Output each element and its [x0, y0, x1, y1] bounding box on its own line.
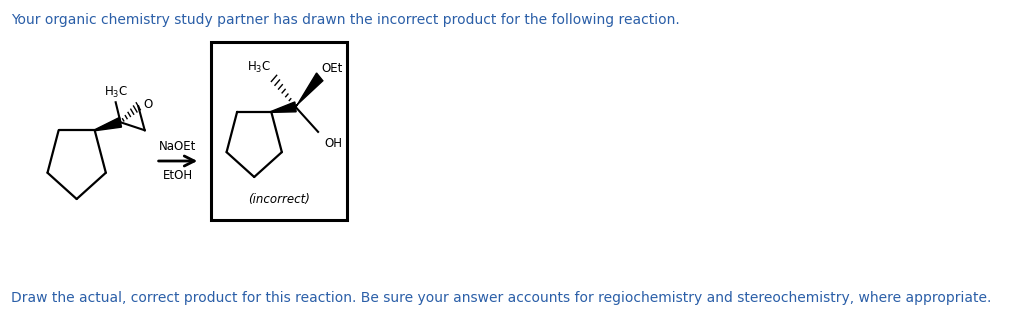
Text: Your organic chemistry study partner has drawn the incorrect product for the fol: Your organic chemistry study partner has… [11, 13, 680, 27]
Text: OH: OH [325, 137, 343, 150]
Text: H$_3$C: H$_3$C [103, 85, 128, 100]
Polygon shape [94, 117, 122, 131]
Text: Draw the actual, correct product for this reaction. Be sure your answer accounts: Draw the actual, correct product for thi… [11, 291, 991, 305]
Polygon shape [295, 73, 323, 107]
Polygon shape [271, 102, 296, 112]
Text: EtOH: EtOH [163, 169, 193, 182]
Text: O: O [143, 98, 153, 111]
Text: NaOEt: NaOEt [160, 140, 197, 153]
Text: (incorrect): (incorrect) [248, 193, 310, 206]
Bar [211, 42, 347, 220]
Text: OEt: OEt [322, 62, 343, 75]
Text: H$_3$C: H$_3$C [247, 60, 271, 75]
